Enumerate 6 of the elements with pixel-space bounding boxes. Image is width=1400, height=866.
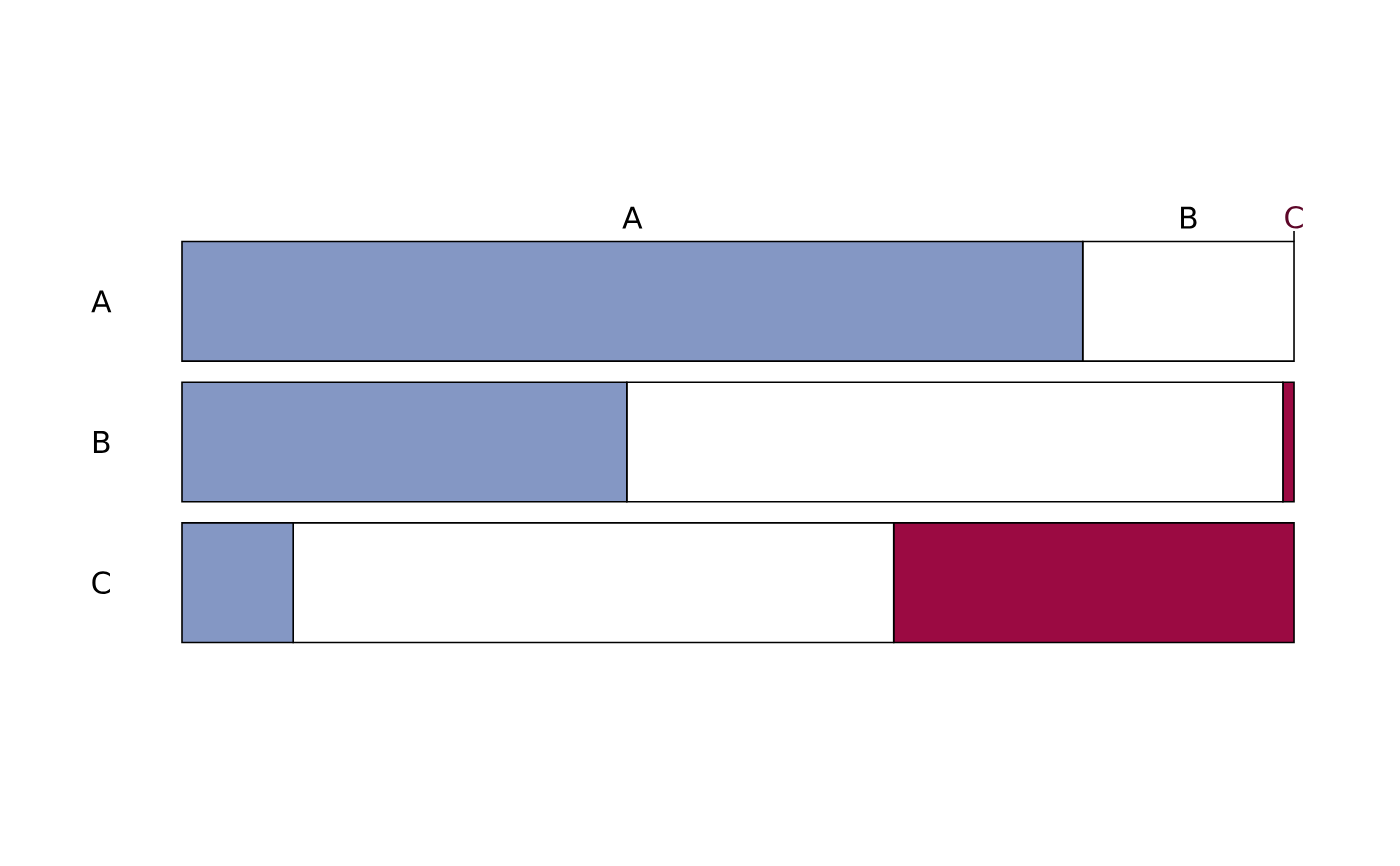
y-tick-label: C bbox=[92, 571, 110, 595]
legend-label: C bbox=[1285, 205, 1303, 229]
y-tick-label: A bbox=[91, 290, 112, 313]
y-tick-label: B bbox=[93, 431, 110, 453]
series-label: A bbox=[622, 206, 643, 229]
series-label: B bbox=[1181, 206, 1197, 229]
